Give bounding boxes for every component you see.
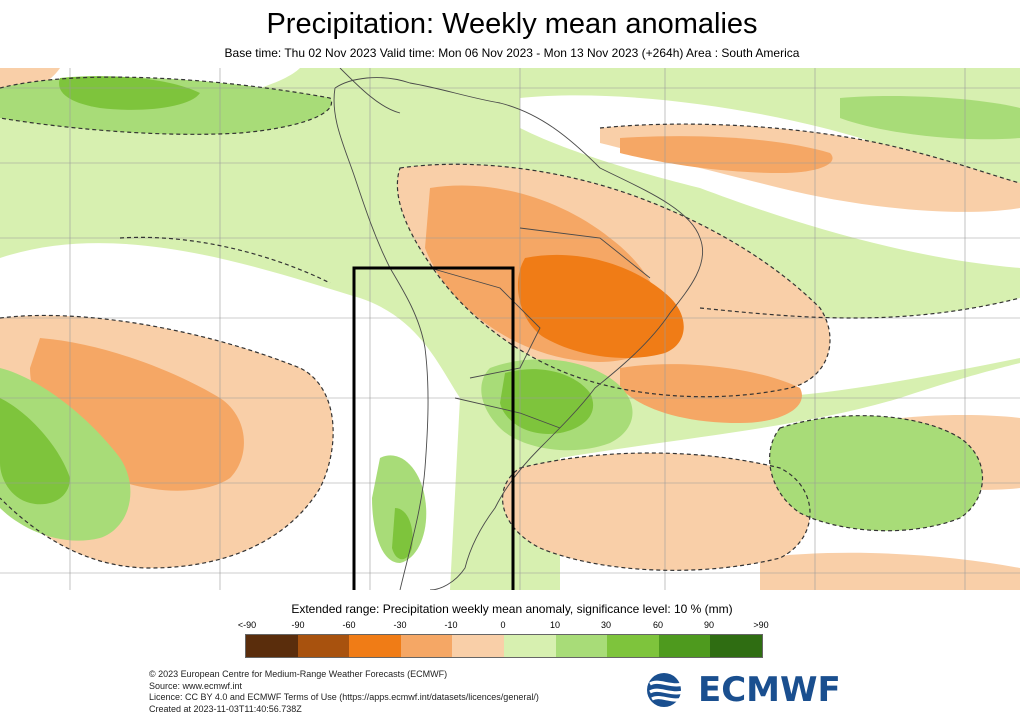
anomaly-map (0, 68, 1020, 590)
region-highlight-box (352, 266, 515, 590)
legend-tick: -90 (291, 620, 305, 630)
legend-tick: 60 (652, 620, 664, 630)
ecmwf-logo-icon (647, 673, 691, 707)
legend-tick: 0 (500, 620, 506, 630)
credits: © 2023 European Centre for Medium-Range … (149, 669, 539, 715)
legend-tick: 10 (549, 620, 561, 630)
legend-tick: -60 (342, 620, 356, 630)
page-subtitle: Base time: Thu 02 Nov 2023 Valid time: M… (224, 46, 800, 60)
page-title: Precipitation: Weekly mean anomalies (266, 8, 758, 40)
legend-color-band (555, 635, 608, 657)
legend-color-band (349, 635, 401, 657)
map-canvas (0, 68, 1020, 590)
legend-tick: -30 (393, 620, 407, 630)
credits-copyright: © 2023 European Centre for Medium-Range … (149, 669, 448, 679)
graticule (0, 68, 1020, 590)
legend-color-band (658, 635, 711, 657)
legend-color-band (710, 635, 762, 657)
coastlines (333, 68, 704, 590)
credits-licence: Licence: CC BY 4.0 and ECMWF Terms of Us… (149, 692, 539, 702)
legend-tick: 90 (703, 620, 715, 630)
dry-anomaly-strong (517, 254, 684, 358)
legend-color-band (607, 635, 659, 657)
legend-tick: -10 (444, 620, 458, 630)
legend-tick: >90 (753, 620, 769, 630)
legend-colorbar (245, 634, 763, 658)
legend-title: Extended range: Precipitation weekly mea… (291, 602, 733, 616)
legend-ticks: <-90 -90 -60 -30 -10 0 10 30 60 90 >90 (238, 620, 769, 632)
legend-tick: 30 (600, 620, 612, 630)
significance-contours (0, 76, 1020, 571)
credits-created: Created at 2023-11-03T11:40:56.738Z (149, 703, 302, 714)
legend-color-band (452, 635, 504, 657)
legend-color-band (400, 635, 453, 657)
legend-color-band (503, 635, 556, 657)
credits-source: Source: www.ecmwf.int (149, 680, 243, 691)
legend-color-band (246, 635, 298, 657)
legend-color-band (297, 635, 350, 657)
ecmwf-logo: ECMWF (646, 670, 846, 710)
ecmwf-logo-text: ECMWF (698, 670, 841, 710)
legend-tick: <-90 (237, 620, 257, 630)
